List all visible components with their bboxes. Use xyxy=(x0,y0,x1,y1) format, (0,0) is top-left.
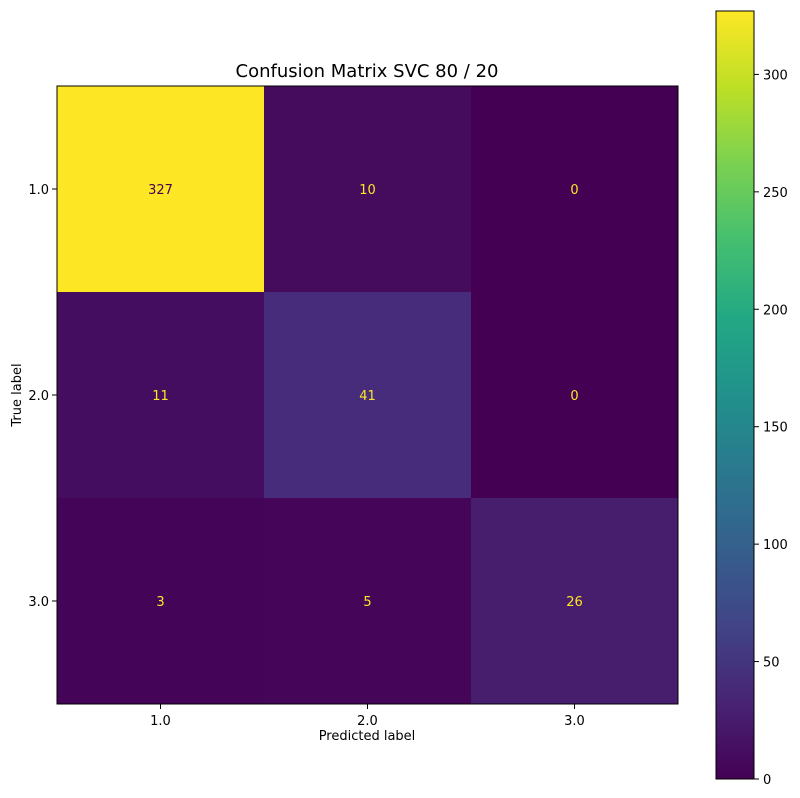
x-axis-label: Predicted label xyxy=(319,729,416,744)
matrix-cell-value: 5 xyxy=(363,595,371,610)
x-tick-label: 3.0 xyxy=(564,714,585,729)
matrix-cell-labels: 327 10 0 11 41 0 3 5 26 xyxy=(148,183,583,610)
y-tick-label: 2.0 xyxy=(28,389,49,404)
chart-title: Confusion Matrix SVC 80 / 20 xyxy=(236,61,499,82)
x-axis-ticks: 1.0 2.0 3.0 xyxy=(150,704,585,729)
x-tick-label: 1.0 xyxy=(150,714,171,729)
y-tick-label: 3.0 xyxy=(28,595,49,610)
matrix-cell xyxy=(264,498,472,705)
y-axis-ticks: 1.0 2.0 3.0 xyxy=(28,183,57,610)
matrix-cell-value: 0 xyxy=(570,389,578,404)
matrix-cell xyxy=(57,292,265,499)
y-axis-label: True label xyxy=(10,363,25,427)
matrix-cell-value: 11 xyxy=(152,389,169,404)
colorbar-tick-label: 100 xyxy=(763,538,788,553)
x-tick-label: 2.0 xyxy=(357,714,378,729)
y-tick-label: 1.0 xyxy=(28,183,49,198)
matrix-cell-value: 41 xyxy=(359,389,376,404)
matrix-cell xyxy=(471,498,679,705)
matrix-cell xyxy=(57,86,265,293)
matrix-cell-value: 10 xyxy=(359,183,376,198)
colorbar-tick-label: 300 xyxy=(763,68,788,83)
colorbar-tick-label: 150 xyxy=(763,421,788,436)
matrix-cell-value: 0 xyxy=(570,183,578,198)
colorbar-ticks: 0 50 100 150 200 250 300 xyxy=(754,68,788,788)
matrix-cell xyxy=(57,498,265,705)
matrix-cell-value: 26 xyxy=(566,595,583,610)
colorbar-tick-label: 0 xyxy=(763,773,771,788)
matrix-cell xyxy=(471,86,679,293)
matrix-cell-value: 327 xyxy=(148,183,173,198)
matrix-cell xyxy=(264,292,472,499)
colorbar-tick-label: 250 xyxy=(763,186,788,201)
matrix-cell xyxy=(471,292,679,499)
matrix-cells xyxy=(57,86,679,705)
matrix-cell-value: 3 xyxy=(156,595,164,610)
colorbar xyxy=(715,10,755,780)
matrix-cell xyxy=(264,86,472,293)
colorbar-tick-label: 200 xyxy=(763,303,788,318)
colorbar-tick-label: 50 xyxy=(763,656,780,671)
